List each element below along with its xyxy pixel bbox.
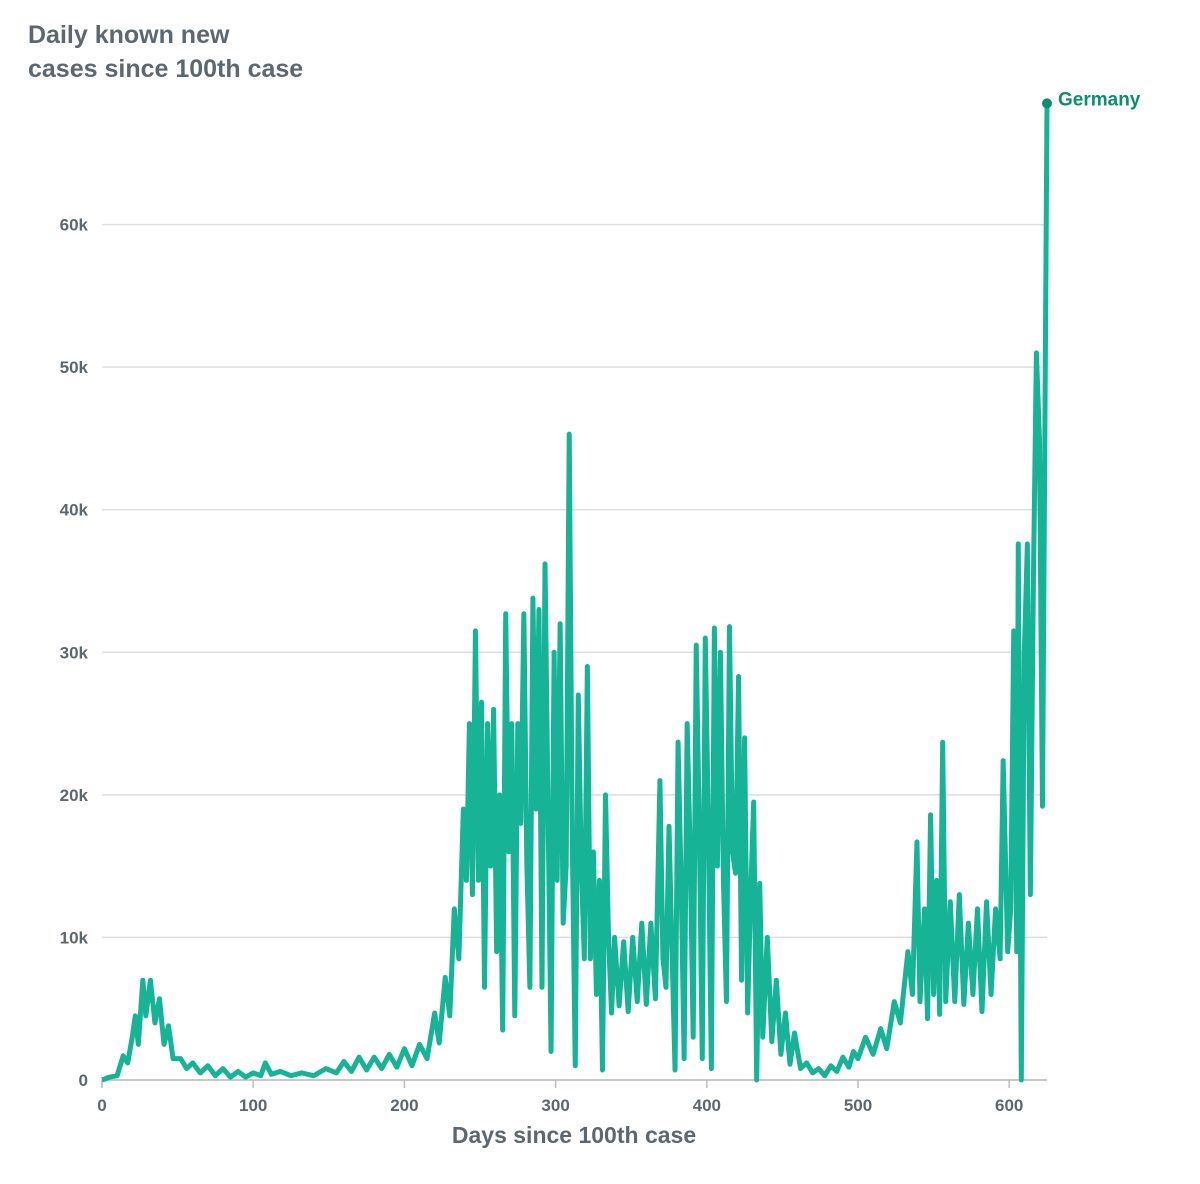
x-tick-label: 100 <box>239 1096 267 1115</box>
chart-title: Daily known new cases since 100th case <box>28 21 304 83</box>
line <box>101 103 1050 1083</box>
y-tick-label: 30k <box>60 643 89 662</box>
series-label: Germany <box>1058 89 1141 110</box>
x-tick-label: 600 <box>995 1096 1023 1115</box>
end-point <box>1042 98 1052 109</box>
y-tick-label: 0 <box>79 1071 88 1090</box>
y-tick-label: 10k <box>60 928 89 947</box>
x-tick-label: 200 <box>390 1096 418 1115</box>
y-tick-label: 60k <box>60 216 89 235</box>
x-tick-label: 500 <box>844 1096 872 1115</box>
y-tick-label: 40k <box>60 501 89 520</box>
x-tick-label: 300 <box>541 1096 569 1115</box>
x-tick-label: 400 <box>693 1096 721 1115</box>
y-tick-label: 20k <box>60 786 89 805</box>
x-tick-label: 0 <box>97 1096 106 1115</box>
y-tick-label: 50k <box>60 358 89 377</box>
x-axis-label: Days since 100th case <box>452 1122 696 1148</box>
